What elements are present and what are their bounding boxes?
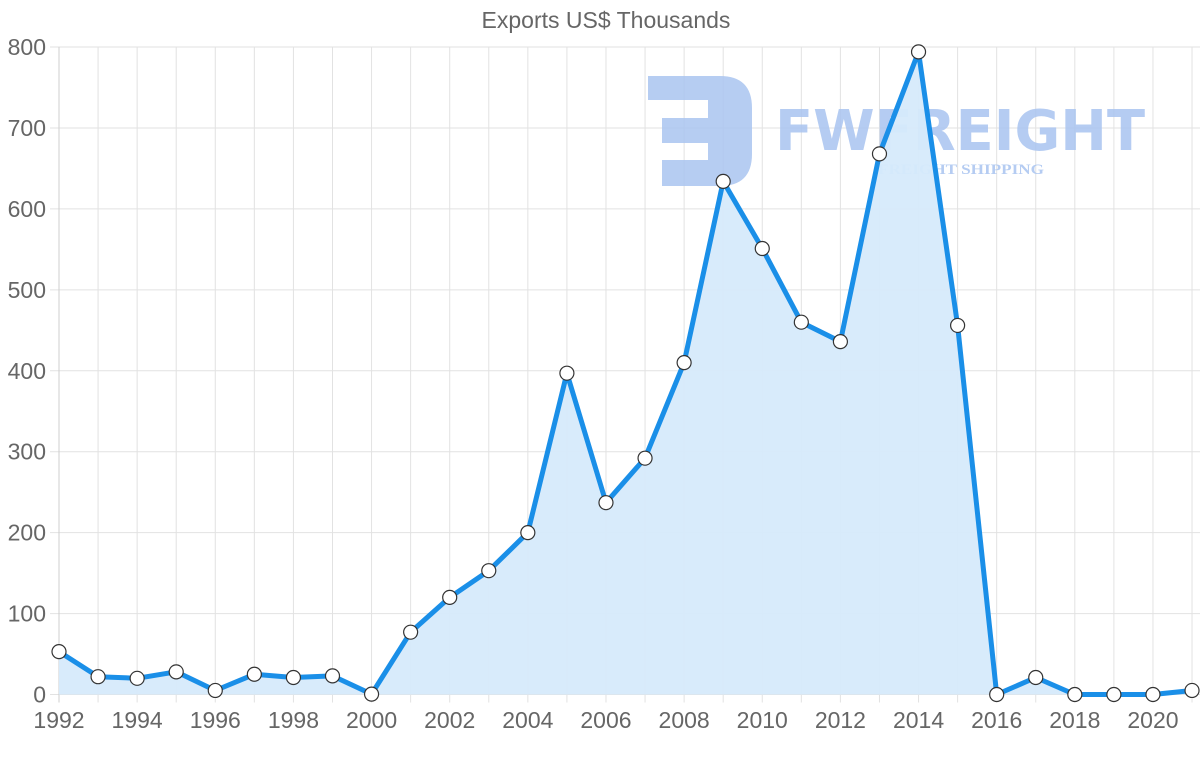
chart-title: Exports US$ Thousands <box>481 7 731 33</box>
data-point[interactable] <box>168 664 184 680</box>
y-tick-label: 700 <box>8 115 46 141</box>
data-point[interactable] <box>1028 669 1044 686</box>
y-axis-ticks: 0 100 200 300 400 500 600 700 800 <box>8 34 46 708</box>
y-tick-label: 600 <box>8 196 46 222</box>
data-point[interactable] <box>403 624 419 640</box>
x-tick-label: 2010 <box>737 707 788 733</box>
logo-icon <box>648 76 752 186</box>
x-tick-label: 2004 <box>502 707 553 733</box>
y-tick-label: 400 <box>8 358 46 384</box>
data-point[interactable] <box>442 589 458 605</box>
x-tick-label: 2016 <box>971 707 1022 733</box>
data-point[interactable] <box>51 644 67 660</box>
watermark-logo: FWFREIGHT FREIGHT SHIPPING <box>648 76 1145 186</box>
x-tick-label: 1998 <box>268 707 319 733</box>
data-point[interactable] <box>559 365 575 381</box>
data-point[interactable] <box>129 670 145 686</box>
data-point[interactable] <box>910 44 927 60</box>
data-point[interactable] <box>90 669 106 685</box>
x-tick-label: 2014 <box>893 707 944 733</box>
area-fill <box>59 51 1192 695</box>
watermark-brand: FWFREIGHT <box>775 99 1145 164</box>
data-point[interactable] <box>832 334 849 350</box>
x-tick-label: 2012 <box>815 707 866 733</box>
x-tick-label: 2008 <box>659 707 710 733</box>
data-point[interactable] <box>246 666 262 682</box>
data-point[interactable] <box>676 355 692 371</box>
x-tick-label: 1992 <box>33 707 84 733</box>
x-tick-label: 2000 <box>346 707 397 733</box>
data-point[interactable] <box>871 146 888 162</box>
data-point[interactable] <box>950 317 966 334</box>
data-point[interactable] <box>363 686 380 702</box>
x-tick-label: 2020 <box>1127 707 1178 733</box>
data-point[interactable] <box>598 495 614 511</box>
data-point[interactable] <box>520 525 536 541</box>
x-tick-label: 2002 <box>424 707 475 733</box>
data-point[interactable] <box>207 682 223 699</box>
data-point[interactable] <box>989 686 1005 703</box>
y-tick-label: 800 <box>8 34 46 60</box>
data-point[interactable] <box>637 450 653 466</box>
data-point[interactable] <box>793 314 809 330</box>
x-axis-ticks: 1992 1994 1996 1998 2000 2002 2004 2006 2008 2010… <box>33 707 1178 733</box>
data-point[interactable] <box>715 173 731 189</box>
data-point[interactable] <box>1145 686 1161 703</box>
data-point[interactable] <box>754 240 770 257</box>
x-tick-label: 2006 <box>580 707 631 733</box>
data-point[interactable] <box>1067 686 1083 703</box>
x-tick-label: 1994 <box>112 707 163 733</box>
data-point[interactable] <box>1184 682 1200 699</box>
data-points <box>51 44 1200 703</box>
y-tick-label: 500 <box>8 277 46 303</box>
y-tick-label: 0 <box>33 682 46 708</box>
data-point[interactable] <box>1106 686 1122 703</box>
y-tick-label: 300 <box>8 439 46 465</box>
y-tick-label: 200 <box>8 520 46 546</box>
y-tick-label: 100 <box>8 601 46 627</box>
data-point[interactable] <box>324 668 341 684</box>
x-tick-label: 2018 <box>1049 707 1100 733</box>
data-point[interactable] <box>481 563 497 579</box>
data-point[interactable] <box>285 669 302 686</box>
x-tick-label: 1996 <box>190 707 241 733</box>
